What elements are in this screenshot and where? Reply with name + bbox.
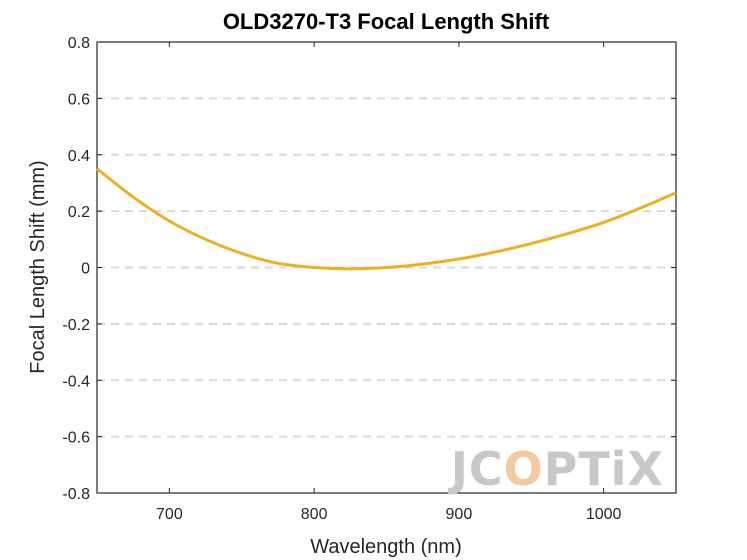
- watermark-part-a: JC: [448, 442, 504, 496]
- y-tick-label: 0.4: [68, 148, 90, 165]
- series-line: [96, 167, 677, 271]
- chart-title: OLD3270-T3 Focal Length Shift: [223, 9, 550, 34]
- x-axis: 700 800 900 1000: [156, 42, 622, 523]
- x-tick-label: 1000: [586, 506, 622, 523]
- y-axis: -0.8 -0.6 -0.4 -0.2 0 0.2 0.4 0.6 0.8: [62, 35, 676, 503]
- grid: [97, 97, 676, 438]
- y-tick-label: -0.6: [62, 430, 90, 447]
- y-tick-label: -0.2: [62, 317, 90, 334]
- y-tick-label: -0.8: [62, 486, 90, 503]
- x-tick-label: 700: [156, 506, 183, 523]
- y-axis-label: Focal Length Shift (mm): [27, 160, 49, 373]
- series-group: [96, 167, 677, 271]
- x-axis-label: Wavelength (nm): [310, 536, 462, 558]
- y-tick-label: 0.2: [68, 204, 90, 221]
- y-tick-label: -0.4: [62, 373, 90, 390]
- watermark-logo: JCOPTiX: [448, 442, 664, 496]
- y-tick-label: 0: [81, 261, 90, 278]
- x-tick-label: 900: [446, 506, 473, 523]
- watermark-part-c: PTiX: [544, 442, 664, 496]
- y-tick-label: 0.6: [68, 91, 90, 108]
- watermark-part-b: O: [504, 442, 544, 496]
- x-tick-label: 800: [301, 506, 328, 523]
- y-tick-label: 0.8: [68, 35, 90, 52]
